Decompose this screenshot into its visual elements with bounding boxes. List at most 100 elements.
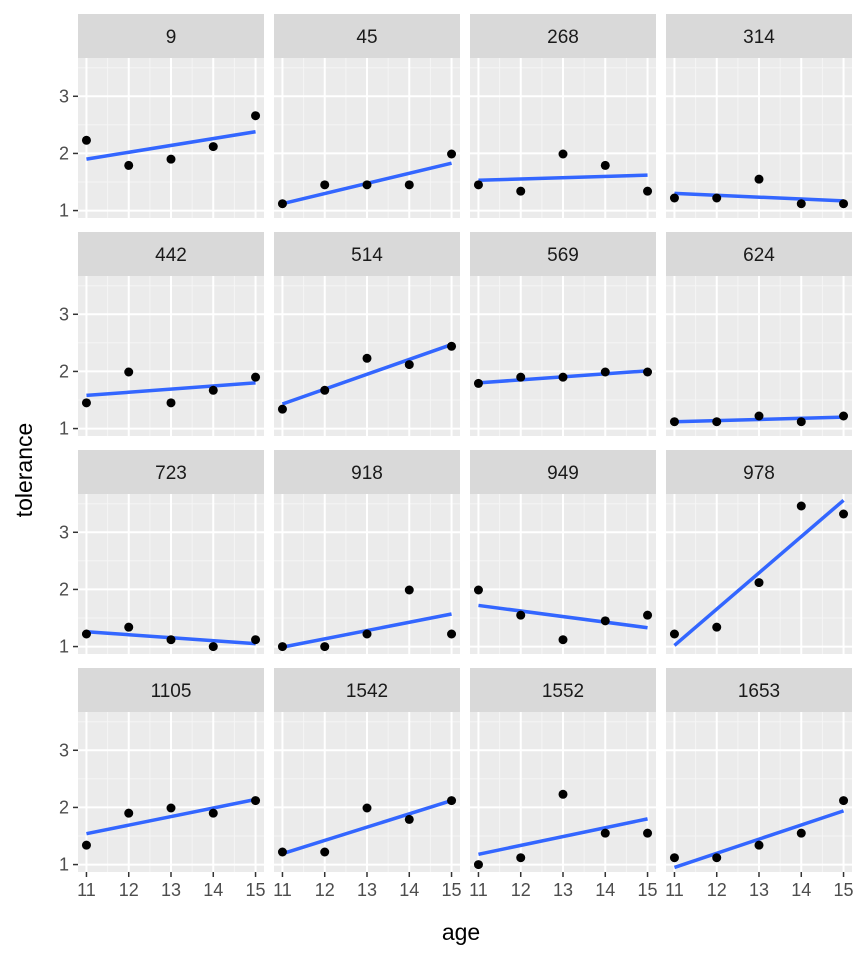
fit-line-442 — [86, 381, 256, 398]
data-point-1552-age-12 — [516, 853, 526, 863]
data-point-569-age-13 — [558, 372, 568, 382]
facet-strip-1105 — [78, 668, 264, 712]
data-point-569-age-11 — [473, 378, 483, 388]
fit-line-978 — [673, 498, 845, 647]
y-axis: 1 2 3 1 2 3 1 2 3 1 2 3 — [59, 86, 78, 875]
fit-line-514 — [281, 342, 453, 406]
facet-panel-1653: 1653 — [666, 668, 852, 872]
facet-panel-314: 314 — [666, 14, 852, 218]
data-point-1552-age-15 — [643, 828, 653, 838]
x-tick-label: 14 — [595, 880, 615, 900]
facet-strip-442 — [78, 232, 264, 276]
x-tick-label: 11 — [469, 880, 488, 900]
data-point-268-age-13 — [558, 149, 568, 159]
facet-panel-1105: 1105 — [78, 668, 264, 872]
facet-panel-723: 723 — [78, 450, 264, 654]
facet-strip-918 — [274, 450, 460, 494]
y-tick-label: 1 — [59, 419, 69, 439]
data-point-624-age-13 — [754, 411, 764, 421]
data-point-314-age-14 — [796, 199, 806, 209]
data-point-1552-age-14 — [600, 828, 610, 838]
data-point-1552-age-11 — [473, 860, 483, 870]
fit-line-1105 — [86, 797, 256, 836]
data-point-918-age-11 — [277, 642, 287, 652]
data-point-978-age-12 — [712, 622, 722, 632]
facet-strip-label-514: 514 — [351, 245, 383, 266]
facet-strip-314 — [666, 14, 852, 58]
facet-strip-label-949: 949 — [547, 463, 579, 484]
facet-panel-918: 918 — [274, 450, 460, 654]
x-tick-label: 11 — [273, 880, 292, 900]
data-point-1653-age-12 — [712, 853, 722, 863]
data-point-45-age-11 — [277, 199, 287, 209]
data-point-624-age-11 — [669, 417, 679, 427]
facet-panel-45: 45 — [274, 14, 460, 218]
x-axis: 11 12 13 14 15 11 12 13 14 15 11 12 13 14 15 11 12 13 14 15 — [77, 872, 854, 900]
y-tick-label: 1 — [59, 855, 69, 875]
x-tick-label: 15 — [638, 880, 658, 900]
data-point-9-age-11 — [81, 135, 91, 145]
y-tick-label: 2 — [59, 579, 69, 599]
facet-panel-1542: 1542 — [274, 668, 460, 872]
y-tick-label: 3 — [59, 522, 69, 542]
data-point-514-age-13 — [362, 353, 372, 363]
data-point-569-age-12 — [516, 372, 526, 382]
x-tick-label: 15 — [442, 880, 462, 900]
facet-panels: 9 45 268 314 442 514 569 624 723 918 949 978 1105 154… — [78, 14, 852, 872]
facet-strip-9 — [78, 14, 264, 58]
fit-line-1542 — [281, 798, 453, 856]
facet-panel-949: 949 — [470, 450, 656, 654]
x-tick-label: 13 — [161, 880, 181, 900]
data-point-1552-age-13 — [558, 789, 568, 799]
facet-strip-label-624: 624 — [743, 245, 775, 266]
x-tick-label: 14 — [203, 880, 223, 900]
data-point-1542-age-11 — [277, 847, 287, 857]
x-tick-label: 12 — [119, 880, 139, 900]
data-point-9-age-15 — [251, 111, 261, 121]
facet-strip-label-978: 978 — [743, 463, 775, 484]
data-point-1105-age-11 — [81, 840, 91, 850]
data-point-442-age-11 — [81, 398, 91, 408]
y-tick-label: 2 — [59, 143, 69, 163]
facet-strip-514 — [274, 232, 460, 276]
data-point-624-age-14 — [796, 417, 806, 427]
data-point-268-age-15 — [643, 186, 653, 196]
x-axis-title: age — [442, 919, 480, 945]
data-point-314-age-11 — [669, 193, 679, 203]
x-tick-label: 12 — [315, 880, 335, 900]
facet-strip-label-1105: 1105 — [151, 681, 192, 702]
x-tick-label: 11 — [77, 880, 96, 900]
facet-panel-978: 978 — [666, 450, 852, 654]
data-point-268-age-11 — [473, 180, 483, 190]
facet-panel-268: 268 — [470, 14, 656, 218]
data-point-45-age-15 — [447, 149, 457, 159]
x-tick-label: 15 — [246, 880, 266, 900]
facet-strip-label-442: 442 — [155, 245, 187, 266]
x-tick-label: 12 — [511, 880, 531, 900]
data-point-723-age-13 — [166, 635, 176, 645]
x-tick-label: 14 — [791, 880, 811, 900]
data-point-949-age-12 — [516, 610, 526, 620]
facet-strip-label-569: 569 — [547, 245, 579, 266]
facet-strip-1542 — [274, 668, 460, 712]
fit-line-949 — [478, 603, 648, 630]
data-point-723-age-11 — [81, 629, 91, 639]
y-tick-label: 3 — [59, 304, 69, 324]
facet-strip-label-45: 45 — [356, 27, 377, 48]
data-point-442-age-15 — [251, 372, 261, 382]
y-tick-label: 2 — [59, 797, 69, 817]
data-point-978-age-13 — [754, 578, 764, 588]
facet-strip-949 — [470, 450, 656, 494]
data-point-514-age-11 — [277, 404, 287, 414]
data-point-949-age-15 — [643, 610, 653, 620]
data-point-314-age-13 — [754, 174, 764, 184]
data-point-45-age-12 — [320, 180, 330, 190]
data-point-624-age-15 — [839, 411, 849, 421]
facet-panel-624: 624 — [666, 232, 852, 436]
facet-strip-268 — [470, 14, 656, 58]
data-point-514-age-14 — [404, 360, 414, 370]
data-point-314-age-15 — [839, 199, 849, 209]
data-point-569-age-15 — [643, 367, 653, 377]
facet-strip-label-314: 314 — [743, 27, 775, 48]
